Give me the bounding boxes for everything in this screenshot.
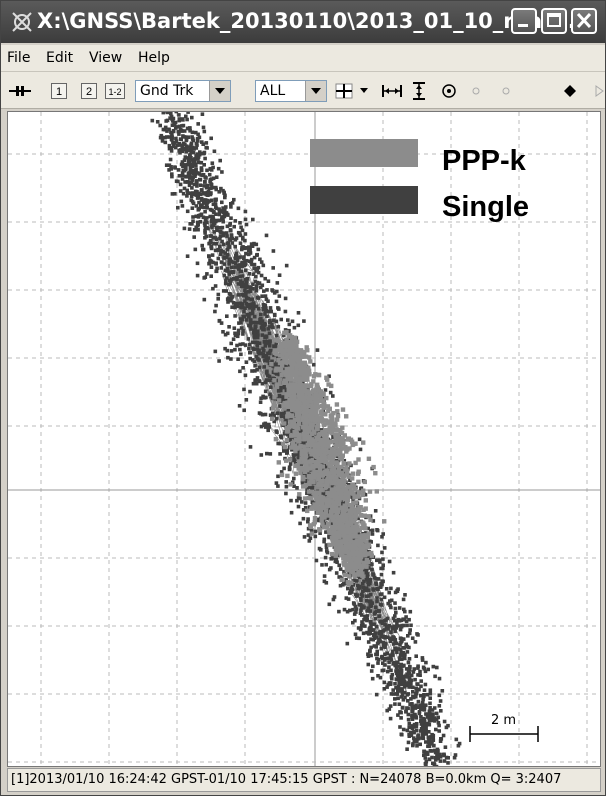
- title-bar[interactable]: X:\GNSS\Bartek_20130110\2013_01_10_real_…: [1, 1, 605, 43]
- center-origin-icon[interactable]: [441, 83, 457, 99]
- menu-help[interactable]: Help: [138, 50, 170, 66]
- marker-icon[interactable]: [563, 84, 577, 98]
- minimize-button[interactable]: [511, 8, 537, 34]
- window-title: X:\GNSS\Bartek_20130110\2013_01_10_real_…: [37, 9, 584, 33]
- maximize-icon: [547, 13, 561, 27]
- plot-type-select[interactable]: Gnd Trk: [135, 80, 231, 102]
- play-icon[interactable]: [595, 85, 605, 97]
- chevron-down-icon: [209, 81, 230, 101]
- crosshair-dropdown-icon[interactable]: [359, 88, 369, 94]
- maximize-button[interactable]: [541, 8, 567, 34]
- close-button[interactable]: [571, 8, 597, 34]
- ppp-k-solution-track: [269, 329, 387, 587]
- menu-file[interactable]: File: [7, 50, 31, 66]
- solution-2-button[interactable]: 2: [81, 83, 97, 99]
- satellite-filter-select[interactable]: ALL: [255, 80, 327, 102]
- plot-type-value: Gnd Trk: [140, 83, 194, 99]
- toolbar: 1 2 1-2 Gnd Trk ALL: [1, 72, 605, 109]
- scale-bar: 2 m: [469, 713, 539, 742]
- legend: PPP-k Single: [310, 139, 529, 223]
- legend-ppp-swatch: [310, 139, 418, 167]
- fit-vertical-icon[interactable]: [411, 81, 427, 101]
- legend-ppp-label: PPP-k: [442, 145, 527, 177]
- legend-single-label: Single: [442, 191, 529, 223]
- show-point-icon[interactable]: [471, 86, 481, 96]
- plot-area[interactable]: PPP-k Single 2 m: [7, 111, 601, 767]
- menu-edit[interactable]: Edit: [46, 50, 74, 66]
- close-icon: [576, 12, 592, 29]
- scale-bar-label: 2 m: [491, 713, 516, 728]
- fit-horizontal-icon[interactable]: [381, 83, 403, 99]
- solution-1-2-button[interactable]: 1-2: [105, 83, 125, 99]
- solution-1-button[interactable]: 1: [51, 83, 67, 99]
- app-icon: [12, 12, 32, 32]
- satellite-filter-value: ALL: [260, 83, 286, 99]
- crosshair-icon[interactable]: [333, 82, 355, 100]
- legend-single-swatch: [310, 186, 418, 214]
- show-map-icon[interactable]: [501, 86, 511, 96]
- connect-icon[interactable]: [9, 84, 31, 98]
- menu-bar: File Edit View Help: [1, 45, 605, 72]
- minimize-icon: [518, 24, 528, 27]
- ground-track-plot[interactable]: PPP-k Single 2 m: [8, 112, 600, 766]
- menu-view[interactable]: View: [89, 50, 123, 66]
- status-text: [1]2013/01/10 16:24:42 GPST-01/10 17:45:…: [11, 772, 562, 787]
- chevron-down-icon: [305, 81, 326, 101]
- status-bar: [1]2013/01/10 16:24:42 GPST-01/10 17:45:…: [7, 768, 601, 792]
